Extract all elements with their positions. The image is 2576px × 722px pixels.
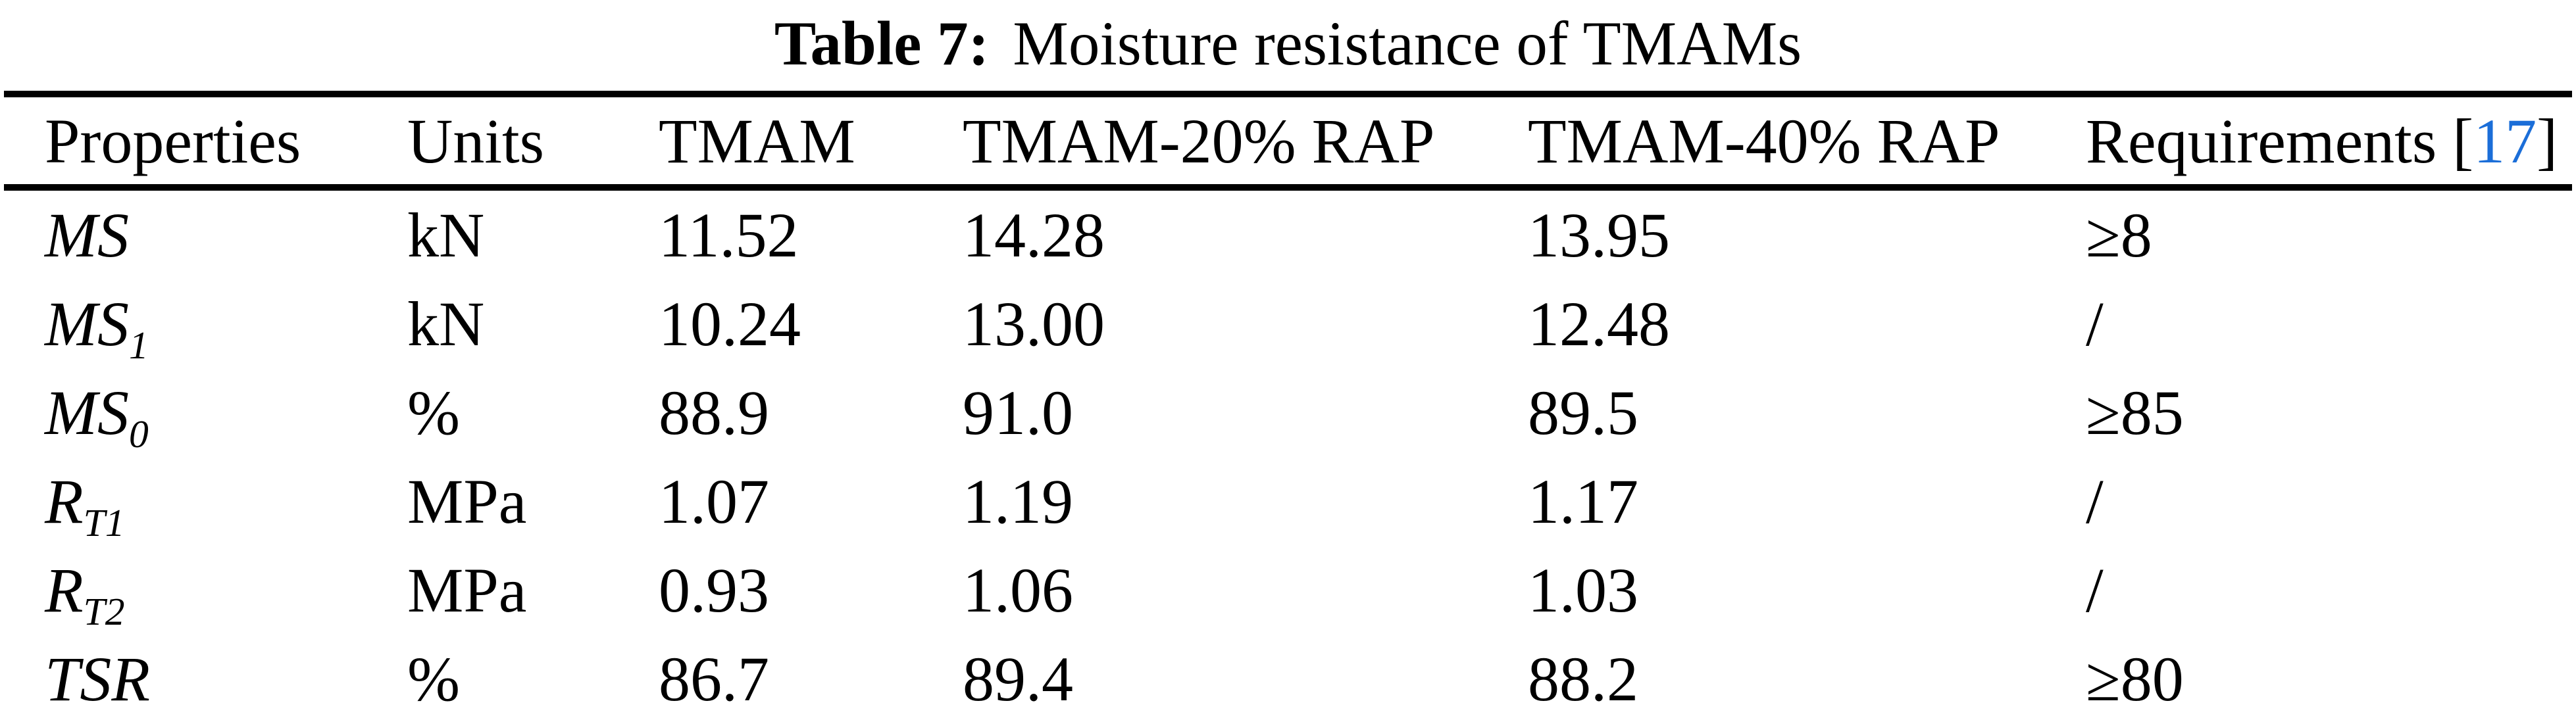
cell-units: % <box>407 644 460 714</box>
cell-tmam-40-rap: 88.2 <box>1528 644 1638 714</box>
cell-requirement: ≥85 <box>2086 377 2184 448</box>
cell-requirement: / <box>2086 466 2104 537</box>
citation-link-17[interactable]: 17 <box>2473 105 2537 176</box>
table-row-rt1: RT1 MPa 1.07 1.19 1.17 / <box>4 457 2572 546</box>
table-row-ms: MS kN 11.52 14.28 13.95 ≥8 <box>4 187 2572 279</box>
column-header-properties: Properties <box>4 94 407 191</box>
requirements-label: Requirements <box>2086 105 2437 176</box>
cell-tmam: 88.9 <box>659 377 769 448</box>
cell-units: kN <box>407 289 485 359</box>
property-symbol: MS <box>45 377 129 448</box>
property-subscript: T2 <box>83 590 125 634</box>
cell-units: MPa <box>407 466 527 537</box>
cell-tmam-20-rap: 1.19 <box>963 466 1073 537</box>
cell-property: MS1 <box>4 279 407 368</box>
citation-bracket-open: [ <box>2452 105 2474 176</box>
cell-tmam-20-rap: 91.0 <box>963 377 1073 448</box>
caption-text: Moisture resistance of TMAMs <box>1013 9 1802 78</box>
cell-tmam: 10.24 <box>659 289 801 359</box>
cell-units: MPa <box>407 555 527 625</box>
cell-tmam: 1.07 <box>659 466 769 537</box>
cell-tmam: 0.93 <box>659 555 769 625</box>
property-symbol: MS <box>45 200 129 270</box>
table-row-ms0: MS0 % 88.9 91.0 89.5 ≥85 <box>4 368 2572 457</box>
cell-property: MS <box>4 187 407 279</box>
cell-requirement: ≥8 <box>2086 200 2152 270</box>
cell-tmam-20-rap: 13.00 <box>963 289 1105 359</box>
column-header-tmam-20-rap: TMAM-20% RAP <box>962 94 1527 191</box>
cell-requirement: / <box>2086 289 2104 359</box>
property-symbol: R <box>45 555 84 625</box>
property-subscript: T1 <box>83 501 125 545</box>
table-row-ms1: MS1 kN 10.24 13.00 12.48 / <box>4 279 2572 368</box>
cell-tmam-40-rap: 1.03 <box>1528 555 1638 625</box>
property-subscript: 0 <box>128 412 149 456</box>
cell-tmam-40-rap: 12.48 <box>1528 289 1670 359</box>
header-row: Properties Units TMAM TMAM-20% RAP TMAM-… <box>4 94 2572 191</box>
column-header-tmam: TMAM <box>658 94 962 191</box>
cell-property: RT2 <box>4 546 407 635</box>
property-symbol: R <box>45 466 84 537</box>
citation-bracket-close: ] <box>2537 105 2558 176</box>
cell-tmam-20-rap: 14.28 <box>963 200 1105 270</box>
cell-tmam-40-rap: 13.95 <box>1528 200 1670 270</box>
cell-requirement: / <box>2086 555 2104 625</box>
moisture-resistance-table: Properties Units TMAM TMAM-20% RAP TMAM-… <box>4 91 2572 722</box>
cell-tmam: 86.7 <box>659 644 769 714</box>
cell-units: kN <box>407 200 485 270</box>
cell-units: % <box>407 377 460 448</box>
cell-tmam: 11.52 <box>659 200 799 270</box>
property-symbol: MS <box>45 289 129 359</box>
table-row-rt2: RT2 MPa 0.93 1.06 1.03 / <box>4 546 2572 635</box>
property-subscript: 1 <box>128 324 149 368</box>
cell-property: MS0 <box>4 368 407 457</box>
cell-tmam-20-rap: 89.4 <box>963 644 1073 714</box>
cell-tmam-40-rap: 1.17 <box>1528 466 1638 537</box>
table-caption: Table 7: Moisture resistance of TMAMs <box>0 0 2576 91</box>
cell-requirement: ≥80 <box>2086 644 2184 714</box>
caption-label: Table 7: <box>774 9 990 78</box>
cell-tmam-40-rap: 89.5 <box>1528 377 1638 448</box>
cell-property: TSR <box>4 635 407 722</box>
property-symbol: TSR <box>45 644 151 714</box>
column-header-requirements: Requirements [17] <box>2085 94 2572 191</box>
column-header-tmam-40-rap: TMAM-40% RAP <box>1527 94 2085 191</box>
table-row-tsr: TSR % 86.7 89.4 88.2 ≥80 <box>4 635 2572 722</box>
cell-property: RT1 <box>4 457 407 546</box>
cell-tmam-20-rap: 1.06 <box>963 555 1073 625</box>
column-header-units: Units <box>407 94 658 191</box>
